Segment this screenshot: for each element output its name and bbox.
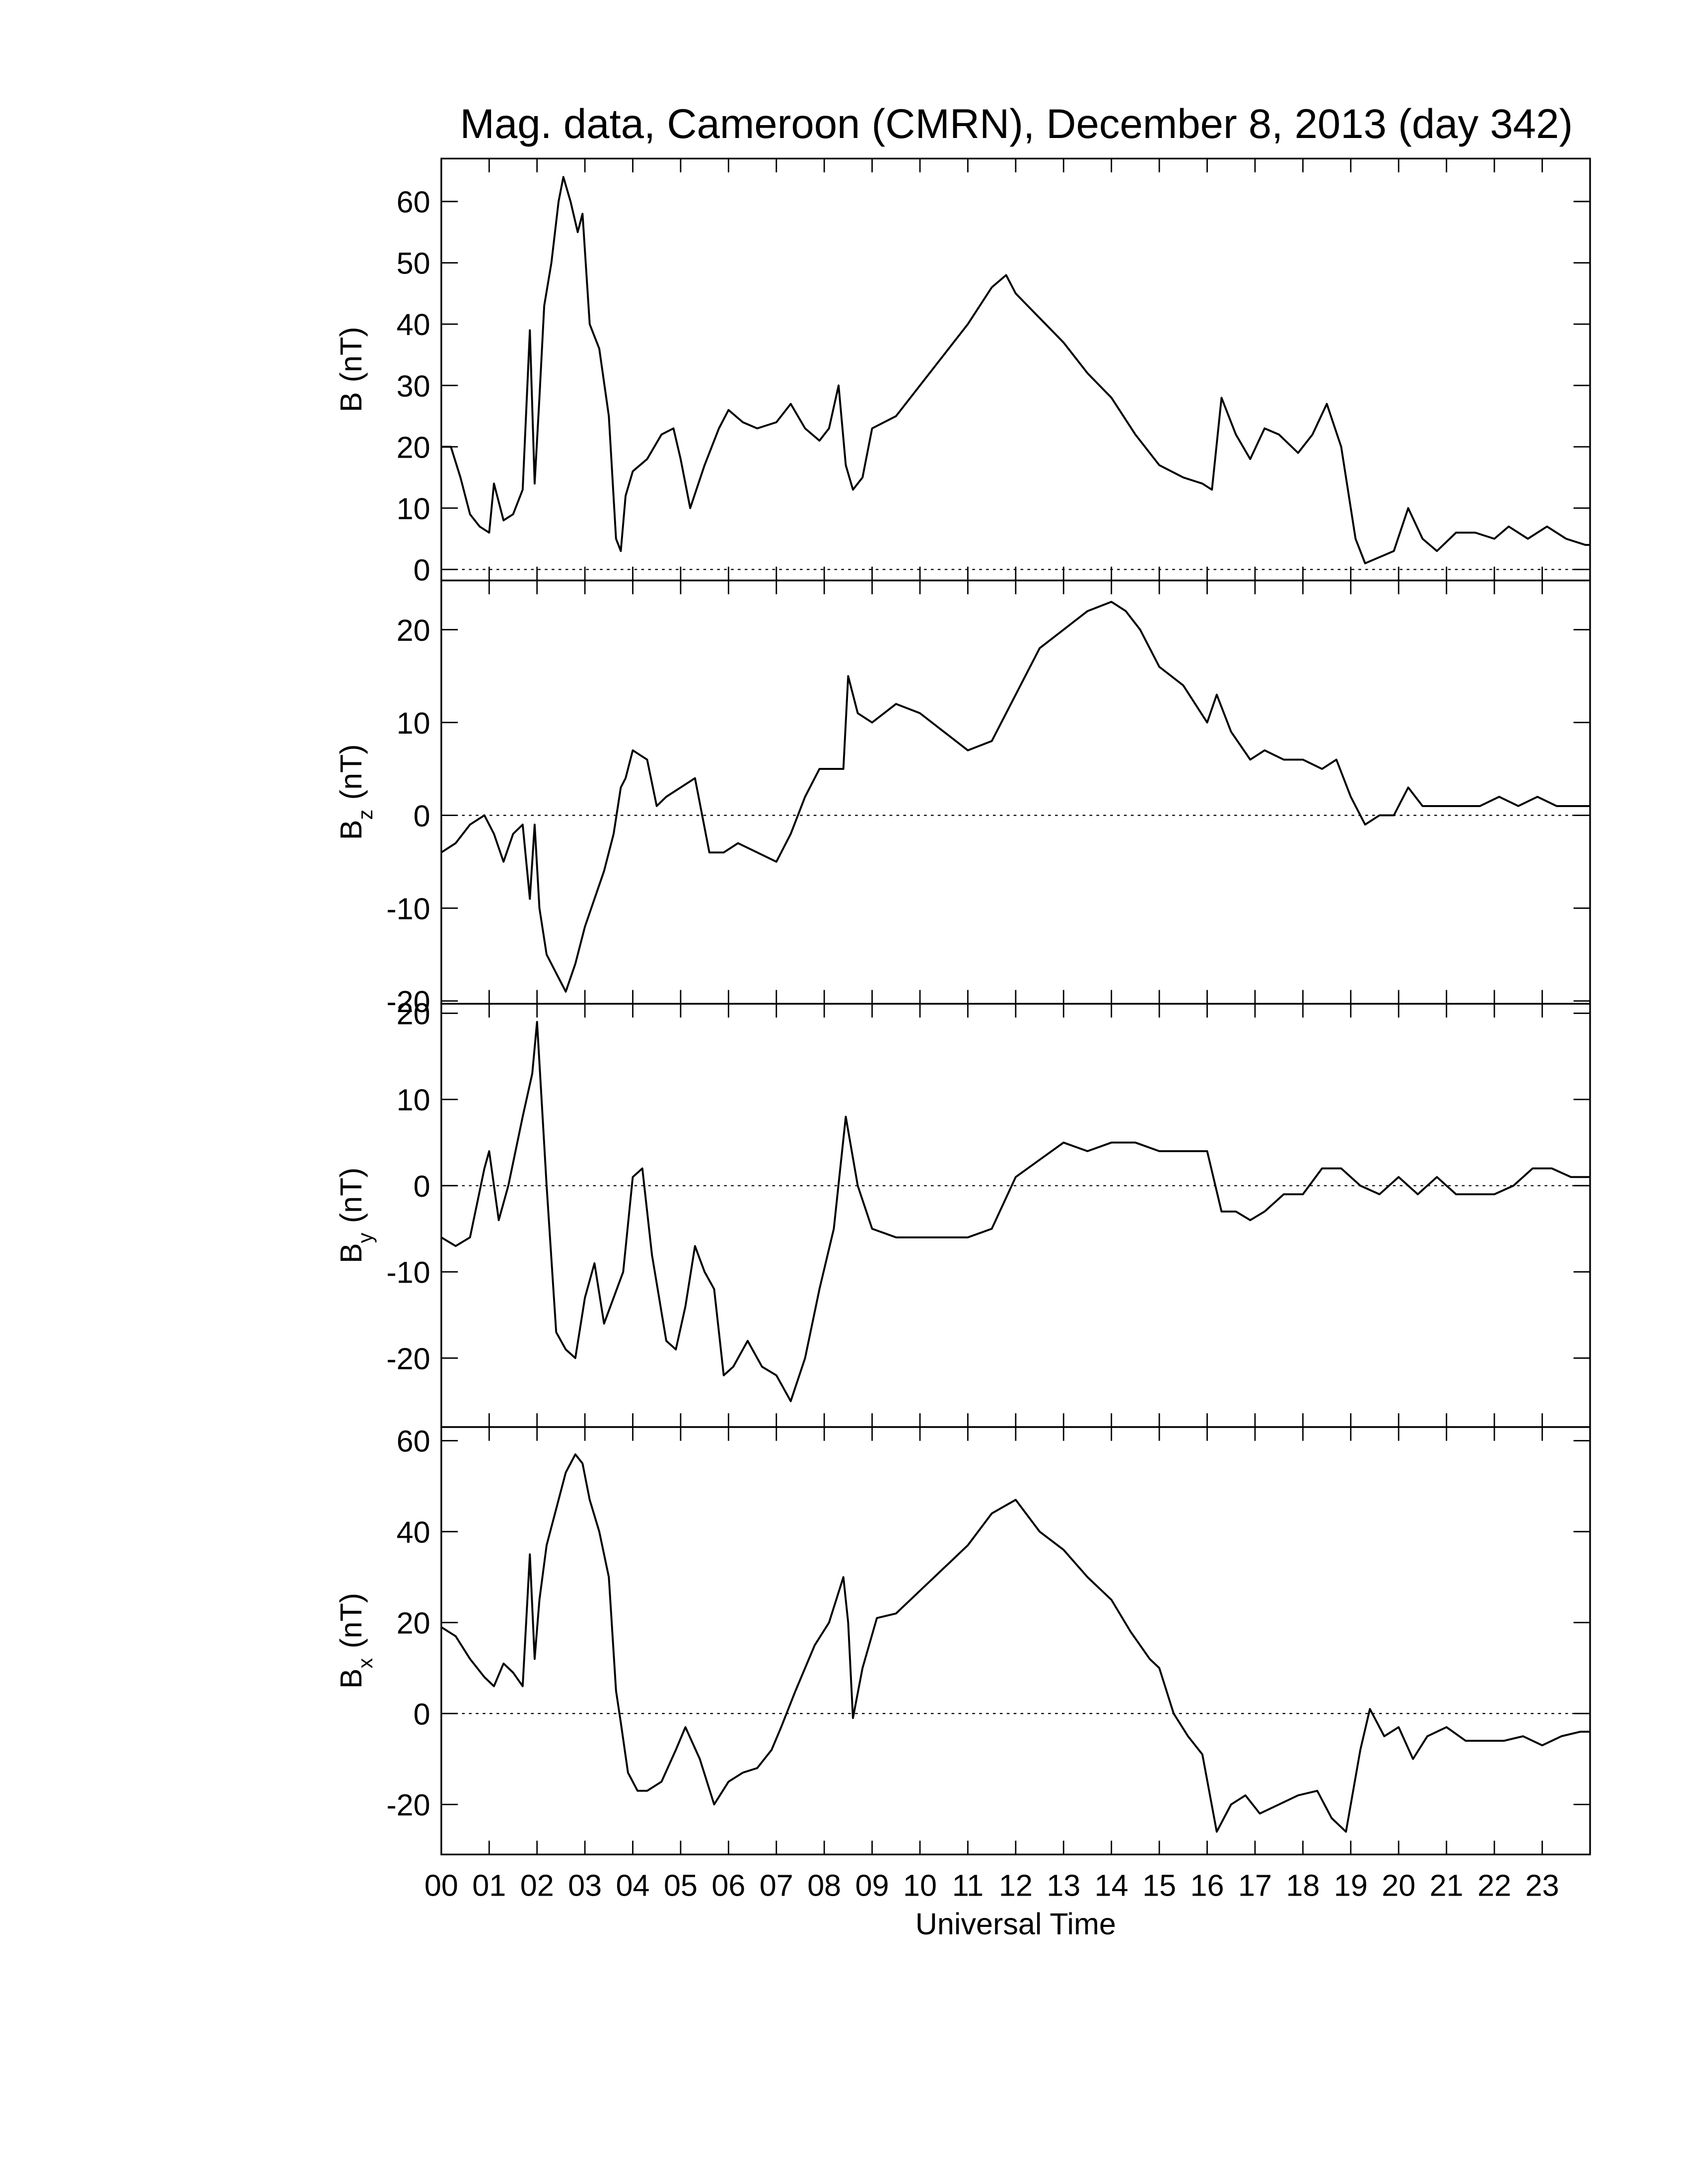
- y-tick-label: 0: [414, 553, 430, 587]
- plot-frame: [440, 157, 1591, 582]
- x-tick-label: 20: [1382, 1868, 1415, 1902]
- x-tick-label: 02: [520, 1868, 554, 1902]
- y-tick-label: 20: [397, 430, 430, 464]
- y-tick-label: 0: [414, 1169, 430, 1203]
- y-tick-label: -10: [386, 892, 430, 926]
- x-tick-label: 18: [1286, 1868, 1320, 1902]
- y-label-subscript: z: [353, 810, 377, 820]
- y-tick-label: -20: [386, 1342, 430, 1375]
- x-tick-label: 01: [472, 1868, 506, 1902]
- y-label-subscript: x: [353, 1658, 377, 1668]
- data-line: [440, 601, 1590, 993]
- y-tick-label: -10: [386, 1256, 430, 1290]
- x-tick-label: 05: [664, 1868, 698, 1902]
- x-axis-label: Universal Time: [915, 1907, 1116, 1941]
- y-axis-label: Bz (nT): [334, 744, 377, 840]
- y-tick-label: 10: [397, 706, 430, 740]
- x-tick-label: 13: [1047, 1868, 1080, 1902]
- y-tick-label: 20: [397, 1606, 430, 1640]
- y-label-unit: (nT): [334, 1167, 368, 1223]
- plot-frame: [440, 579, 1591, 1005]
- x-tick-label: 17: [1238, 1868, 1272, 1902]
- x-tick-label: 10: [903, 1868, 937, 1902]
- y-tick-label: 10: [397, 492, 430, 526]
- data-line: [440, 1021, 1590, 1402]
- y-label-symbol: B: [334, 1243, 368, 1263]
- y-tick-label: 40: [397, 1515, 430, 1549]
- chart-title: Mag. data, Cameroon (CMRN), December 8, …: [460, 101, 1573, 147]
- y-axis-label: B (nT): [334, 327, 368, 412]
- y-label-symbol: B: [334, 820, 368, 840]
- y-axis-label: By (nT): [334, 1167, 377, 1263]
- y-tick-label: 0: [414, 1697, 430, 1731]
- x-tick-label: 16: [1190, 1868, 1224, 1902]
- data-line: [441, 176, 1590, 564]
- y-label-symbol: B: [334, 1668, 368, 1689]
- x-tick-label: 11: [952, 1868, 984, 1902]
- data-line: [440, 1453, 1590, 1833]
- y-tick-label: 0: [414, 799, 430, 833]
- y-tick-label: 20: [397, 997, 430, 1031]
- x-tick-label: 15: [1142, 1868, 1176, 1902]
- y-tick-label: 40: [397, 308, 430, 341]
- plot-frame: [440, 1003, 1591, 1428]
- y-tick-label: 60: [397, 185, 430, 219]
- x-tick-label: 22: [1477, 1868, 1511, 1902]
- y-tick-label: 30: [397, 369, 430, 403]
- x-tick-label: 04: [616, 1868, 650, 1902]
- y-tick-label: 20: [397, 614, 430, 647]
- x-tick-label: 12: [999, 1868, 1033, 1902]
- x-tick-label: 19: [1334, 1868, 1368, 1902]
- x-tick-label: 14: [1095, 1868, 1128, 1902]
- y-label-symbol: B: [334, 392, 368, 412]
- y-label-unit: (nT): [334, 327, 368, 382]
- y-label-unit: (nT): [334, 1593, 368, 1648]
- y-tick-label: 50: [397, 247, 430, 280]
- y-tick-label: 10: [397, 1083, 430, 1117]
- y-tick-label: -20: [386, 1788, 430, 1822]
- y-label-unit: (nT): [334, 744, 368, 800]
- x-tick-label: 07: [760, 1868, 793, 1902]
- x-tick-label: 21: [1430, 1868, 1464, 1902]
- y-tick-label: -20: [386, 985, 430, 1019]
- x-tick-label: 23: [1525, 1868, 1559, 1902]
- x-tick-label: 09: [855, 1868, 889, 1902]
- x-tick-label: 06: [711, 1868, 745, 1902]
- y-axis-label: Bx (nT): [334, 1593, 377, 1689]
- x-tick-label: 08: [807, 1868, 841, 1902]
- x-tick-label: 03: [568, 1868, 602, 1902]
- x-tick-label: 00: [424, 1868, 458, 1902]
- y-label-subscript: y: [353, 1232, 377, 1243]
- y-tick-label: 60: [397, 1425, 430, 1458]
